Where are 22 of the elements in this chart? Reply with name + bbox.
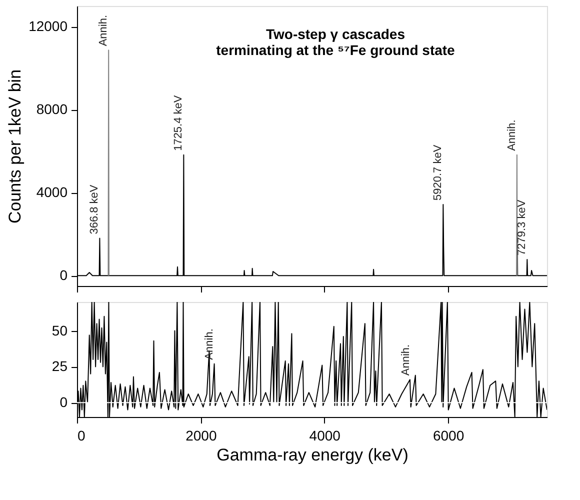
y-tick-label: 0 (60, 267, 68, 284)
y-tick-label: 4000 (36, 184, 68, 200)
x-axis-title: Gamma-ray energy (keV) (216, 446, 408, 464)
y-tick-label: 0 (60, 394, 68, 410)
annotation: Two-step γ cascades terminating at the ⁵⁷Fe ground state (216, 26, 456, 58)
annotation: 1725.4 keV (172, 94, 185, 151)
annotation: 5920.7 keV (432, 144, 444, 200)
annotation: Annih. (400, 344, 412, 376)
x-tick-label: 6000 (432, 428, 464, 444)
annotation: 366.8 keV (88, 184, 101, 234)
x-tick-label: 4000 (309, 428, 341, 444)
annotation: Annih. (98, 14, 110, 46)
y-tick-label: 8000 (36, 101, 68, 118)
y-tick-label: 25 (52, 358, 68, 374)
y-tick-label: 50 (52, 322, 68, 338)
y-tick-label: 12000 (28, 18, 68, 34)
x-tick-label: 0 (78, 428, 86, 444)
annotation: 7279.3 keV (516, 199, 528, 256)
y-axis-title: Counts per 1keV bin (6, 69, 25, 224)
annotation: Annih. (203, 328, 216, 360)
x-tick-label: 2000 (186, 428, 217, 444)
annotation: Annih. (506, 120, 518, 151)
